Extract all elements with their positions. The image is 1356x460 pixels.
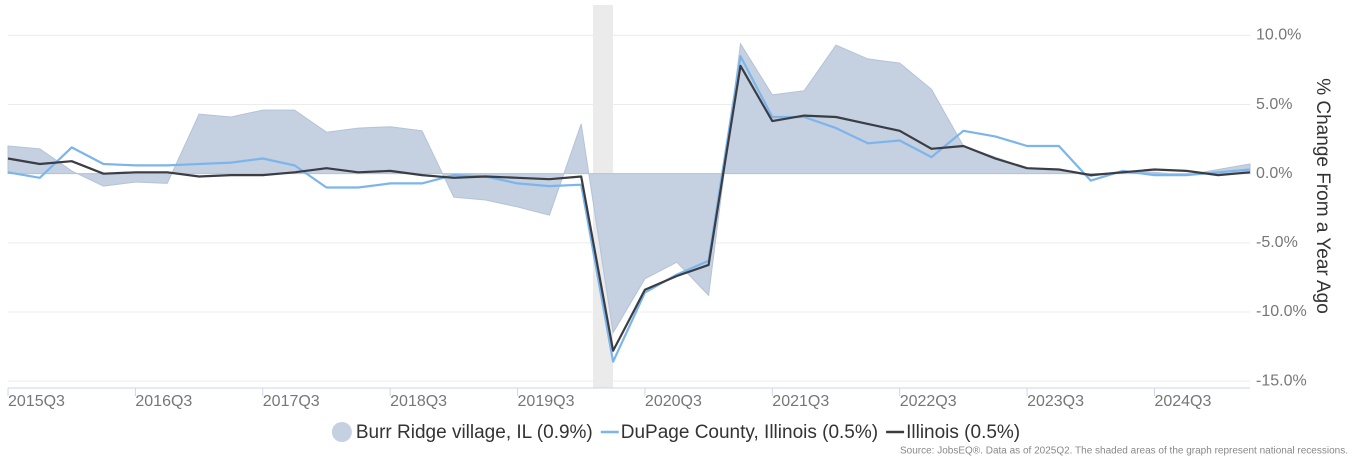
x-tick-label: 2017Q3 bbox=[263, 393, 320, 410]
x-tick-label: 2019Q3 bbox=[518, 393, 575, 410]
legend-label: Burr Ridge village, IL (0.9%) bbox=[356, 422, 593, 443]
legend-item: Burr Ridge village, IL (0.9%) bbox=[331, 422, 593, 443]
y-tick-label: -15.0% bbox=[1256, 372, 1307, 389]
y-tick-label: 5.0% bbox=[1256, 96, 1292, 113]
x-tick-label: 2016Q3 bbox=[135, 393, 192, 410]
line bbox=[7, 64, 1251, 352]
y-tick-label: -5.0% bbox=[1256, 234, 1298, 251]
source: Source: JobsEQ®. Data as of 2025Q2. The … bbox=[900, 446, 1348, 457]
area bbox=[7, 42, 1251, 335]
legend-item: DuPage County, Illinois (0.5%) bbox=[600, 422, 878, 443]
y-tick-label: -10.0% bbox=[1256, 303, 1307, 320]
x-tick-label: 2018Q3 bbox=[390, 393, 447, 410]
legend-item: Illinois (0.5%) bbox=[886, 422, 1020, 443]
x-tick-label: 2021Q3 bbox=[772, 393, 829, 410]
x-tick-label: 2024Q3 bbox=[1154, 393, 1211, 410]
x-tick-label: 2023Q3 bbox=[1027, 393, 1084, 410]
legend-label: Illinois (0.5%) bbox=[906, 422, 1020, 443]
y-tick-label: 0.0% bbox=[1256, 165, 1292, 182]
x-tick-label: 2022Q3 bbox=[900, 393, 957, 410]
y-tick-label: 10.0% bbox=[1256, 27, 1301, 44]
legend-label: DuPage County, Illinois (0.5%) bbox=[621, 422, 878, 443]
y-axis-label: % Change From a Year Ago bbox=[1312, 78, 1333, 314]
legend-marker bbox=[331, 422, 352, 442]
line bbox=[7, 55, 1251, 363]
x-tick-label: 2020Q3 bbox=[645, 393, 702, 410]
x-tick-label: 2015Q3 bbox=[8, 393, 65, 410]
